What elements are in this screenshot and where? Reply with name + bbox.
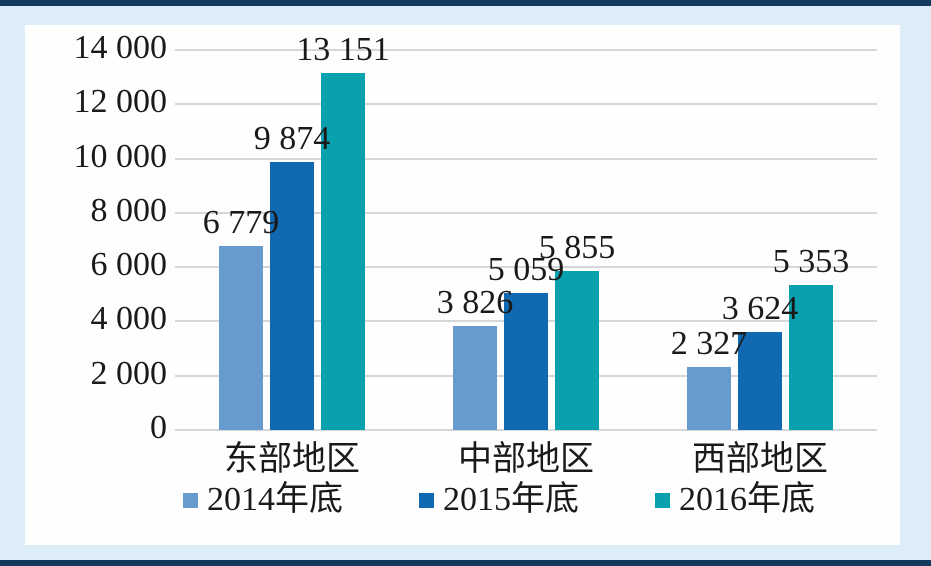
y-tick-label: 4 000: [90, 300, 168, 338]
data-label: 13 151: [296, 31, 390, 68]
legend-item: 2014年底: [183, 483, 343, 517]
legend-label: 2015年底: [443, 481, 579, 518]
bar-2014年底-西部地区: [687, 367, 731, 430]
data-label: 9 874: [253, 120, 331, 157]
data-label: 5 059: [487, 251, 565, 288]
gridline: [175, 103, 877, 106]
y-tick-label: 14 000: [73, 29, 168, 66]
legend-swatch-icon: [419, 492, 434, 508]
data-label: 2 327: [670, 325, 748, 362]
bar-2016年底-西部地区: [789, 285, 833, 430]
bar-2016年底-东部地区: [321, 73, 365, 430]
data-label: 3 624: [721, 290, 799, 327]
data-label: 6 779: [202, 204, 280, 241]
legend-label: 2014年底: [207, 481, 343, 518]
gridline: [175, 429, 877, 431]
category-label: 东部地区: [224, 441, 360, 478]
legend-swatch-icon: [655, 492, 670, 508]
legend-item: 2015年底: [419, 483, 579, 517]
y-tick-label: 6 000: [90, 246, 168, 284]
bar-2015年底-中部地区: [504, 293, 548, 430]
bar-2015年底-东部地区: [270, 162, 314, 430]
category-label: 西部地区: [692, 441, 828, 478]
gridline: [175, 157, 877, 160]
y-tick-label: 10 000: [73, 137, 168, 175]
y-tick-label: 12 000: [73, 83, 168, 121]
data-label: 5 855: [538, 229, 616, 266]
bar-2014年底-东部地区: [219, 246, 263, 430]
y-tick-label: 0: [150, 409, 167, 446]
data-label: 5 353: [772, 243, 850, 280]
gridline: [175, 49, 877, 51]
legend-label: 2016年底: [679, 481, 815, 518]
gridline: [175, 211, 877, 214]
y-tick-label: 2 000: [90, 354, 168, 392]
bar-2014年底-中部地区: [453, 326, 497, 430]
legend-swatch-icon: [183, 492, 198, 508]
category-label: 中部地区: [458, 441, 594, 478]
data-label: 3 826: [436, 284, 514, 321]
gridline: [175, 266, 877, 269]
frame-bottom-border: [0, 560, 931, 566]
legend-item: 2016年底: [655, 483, 815, 517]
legend: 2014年底 2015年底 2016年底: [183, 483, 815, 517]
frame-top-border: [0, 0, 931, 6]
bar-2015年底-西部地区: [738, 332, 782, 430]
bar-2016年底-中部地区: [555, 271, 599, 430]
y-tick-label: 8 000: [90, 191, 168, 229]
